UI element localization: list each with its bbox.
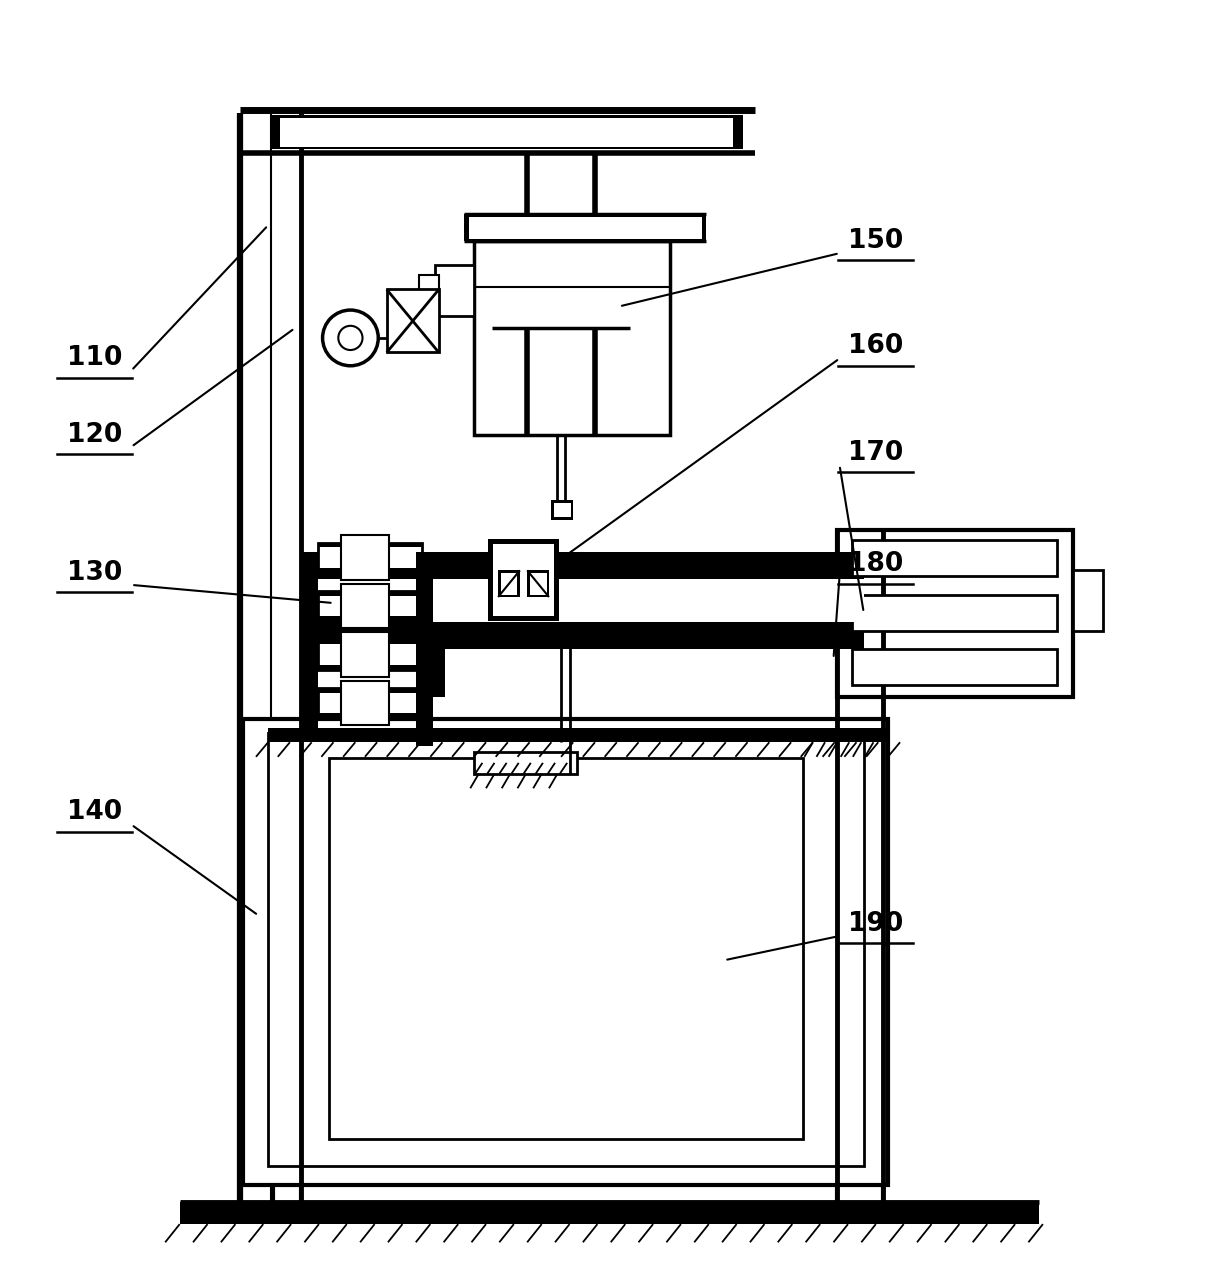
Bar <box>268 728 875 742</box>
Bar <box>301 622 864 649</box>
Circle shape <box>323 310 378 365</box>
Bar <box>318 592 422 621</box>
Bar <box>280 117 733 147</box>
Bar <box>482 763 569 770</box>
Text: 120: 120 <box>67 422 123 448</box>
Bar <box>344 538 386 577</box>
Bar <box>419 275 439 309</box>
Bar <box>435 265 474 316</box>
Bar <box>852 594 1057 631</box>
Bar <box>479 760 572 773</box>
Bar <box>179 1202 1040 1224</box>
Bar <box>852 649 1057 685</box>
Bar <box>341 680 389 725</box>
Bar <box>318 592 422 595</box>
Text: 190: 190 <box>848 910 903 937</box>
Bar <box>558 592 837 610</box>
Bar <box>318 543 422 548</box>
Bar <box>344 683 386 723</box>
Bar <box>318 543 422 572</box>
Bar <box>433 643 445 697</box>
Bar <box>318 714 422 718</box>
Bar <box>499 571 521 597</box>
Text: 180: 180 <box>848 552 903 577</box>
Text: 170: 170 <box>848 440 903 466</box>
Text: 160: 160 <box>848 333 903 359</box>
Bar <box>489 539 558 621</box>
Bar <box>318 688 422 718</box>
Bar <box>474 240 670 435</box>
Text: 130: 130 <box>67 559 123 586</box>
Bar <box>329 757 803 1139</box>
Bar <box>813 728 885 742</box>
Bar <box>529 572 546 594</box>
Bar <box>469 217 701 239</box>
Text: 110: 110 <box>67 346 123 372</box>
Bar <box>301 552 318 739</box>
Bar <box>1073 571 1103 631</box>
Bar <box>318 568 422 572</box>
Bar <box>243 719 887 1186</box>
Bar <box>301 552 864 579</box>
Bar <box>318 639 422 670</box>
Bar <box>318 616 422 621</box>
Bar <box>837 530 1073 697</box>
Bar <box>416 552 433 746</box>
Bar <box>271 116 742 149</box>
Bar <box>318 688 422 693</box>
Bar <box>318 665 422 670</box>
Bar <box>386 289 439 352</box>
Bar <box>341 584 389 629</box>
Bar <box>494 544 553 616</box>
Bar <box>501 572 518 594</box>
Bar <box>344 634 386 674</box>
Text: 140: 140 <box>67 800 123 826</box>
Bar <box>553 503 570 517</box>
Bar <box>852 540 1057 576</box>
Bar <box>341 633 389 676</box>
Bar <box>527 571 549 597</box>
Bar <box>341 535 389 580</box>
Bar <box>464 215 706 240</box>
Bar <box>318 639 422 644</box>
Bar <box>474 752 577 774</box>
Bar <box>344 586 386 626</box>
Bar <box>551 500 573 520</box>
Text: 150: 150 <box>848 228 903 255</box>
Bar <box>268 733 864 1166</box>
Bar <box>301 579 864 622</box>
